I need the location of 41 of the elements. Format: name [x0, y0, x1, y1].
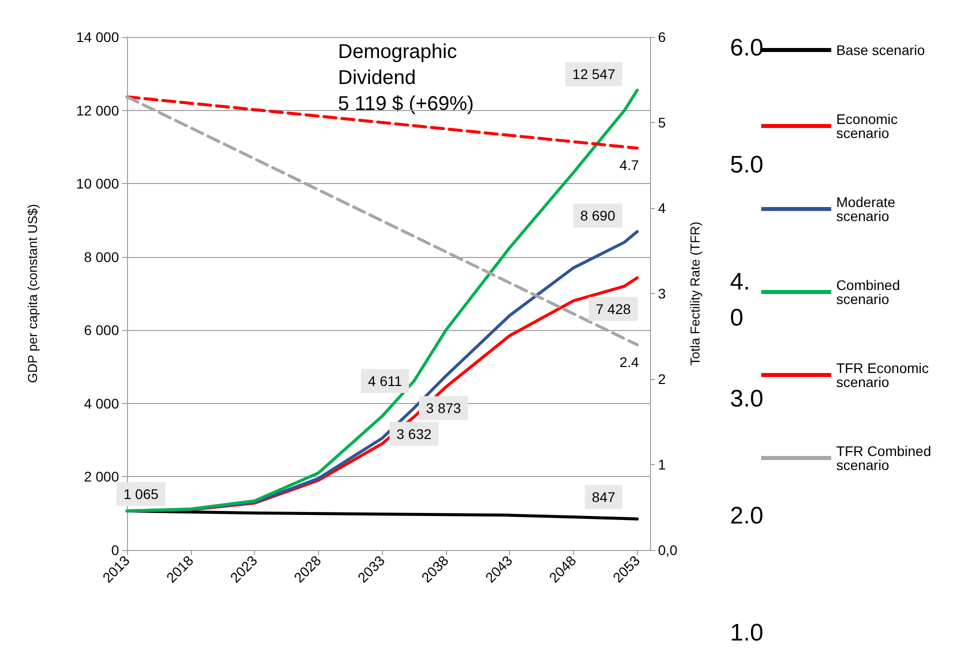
legend-label: Combined scenario	[836, 277, 904, 307]
y2-axis-title: Totla Fectility Rate (TFR)	[687, 222, 702, 366]
data-label: 1 065	[123, 486, 159, 502]
y2-tick-label: 2	[658, 371, 666, 387]
y2-tick-label: 5	[658, 114, 666, 130]
text: 4. 0	[730, 268, 750, 332]
y-tick-label: 4 000	[84, 395, 120, 412]
text: 6.0	[730, 34, 764, 62]
text: 5.0	[730, 152, 764, 178]
data-label: 847	[592, 488, 616, 505]
legend-label: TFR Economic scenario	[836, 360, 933, 390]
y-tick-label: 2 000	[84, 468, 120, 485]
text: 3.0	[730, 386, 764, 412]
text: 1.0	[730, 620, 764, 646]
data-label: 8 690	[580, 208, 616, 224]
legend-label: Economic scenario	[836, 111, 902, 141]
data-label: 7 428	[596, 300, 631, 317]
data-label: 2.4	[620, 354, 640, 370]
y2-tick-label: 4	[658, 200, 666, 216]
data-label: 3 873	[426, 400, 462, 416]
data-label: 4.7	[620, 157, 640, 174]
y-tick-label: 14 000	[76, 29, 120, 45]
y2-tick-label: 1	[658, 456, 666, 472]
y-tick-label: 0	[111, 542, 120, 558]
line-series	[126, 88, 639, 512]
y-tick-label: 12 000	[76, 102, 120, 118]
y-tick-label: 6 000	[84, 322, 120, 338]
legend-label: Moderate scenario	[836, 194, 900, 224]
legend-label: TFR Combined scenario	[836, 443, 936, 473]
y2-tick-label: 3	[658, 286, 666, 302]
annotation: Demographic Dividend 5 119 $ (+69%)	[338, 41, 474, 115]
data-label: 3 632	[396, 426, 432, 442]
y2-tick-label: 0,0	[658, 542, 678, 558]
legend-label: Base scenario	[836, 42, 926, 58]
y-tick-label: 8 000	[84, 248, 120, 265]
y2-tick-label: 6	[658, 29, 666, 45]
text: 2.0	[730, 502, 764, 530]
data-label: 4 611	[368, 373, 402, 390]
y-axis-title: GDP per capita (constant US$)	[25, 204, 40, 383]
data-label: 12 547	[572, 66, 616, 82]
y-tick-label: 10 000	[76, 176, 120, 192]
